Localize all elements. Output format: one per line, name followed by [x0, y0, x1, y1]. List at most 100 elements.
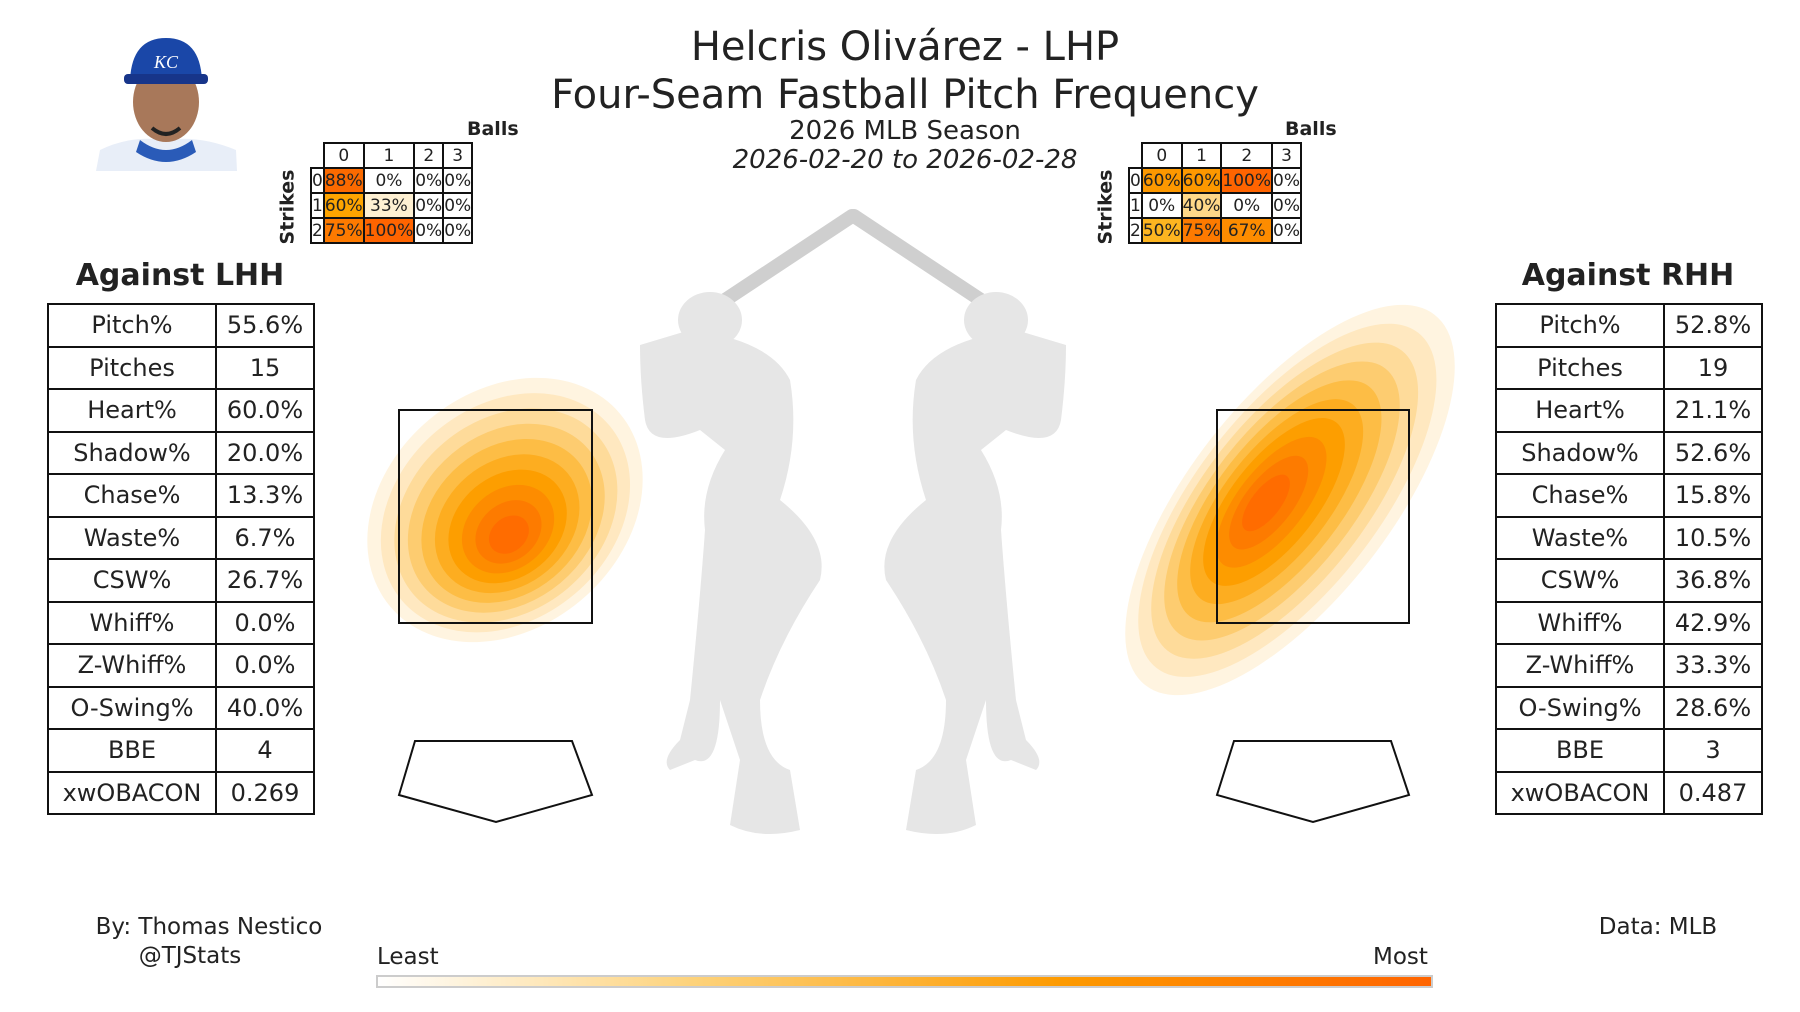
stat-label: BBE — [1495, 728, 1665, 773]
stat-label: Pitch% — [1495, 303, 1665, 348]
lhh-density-heatmap — [367, 377, 643, 643]
strikes-header: 2 — [1128, 217, 1143, 244]
density-contour — [488, 515, 529, 554]
stat-value: 52.6% — [1663, 430, 1763, 475]
stat-row: BBE 4 — [47, 728, 315, 773]
strikes-label: Strikes — [276, 169, 299, 245]
count-cell: 75% — [322, 217, 365, 244]
colorbar — [376, 975, 1433, 988]
density-contour — [1242, 474, 1290, 532]
count-cell: 0% — [1271, 167, 1303, 194]
stat-row: Waste% 10.5% — [1495, 515, 1763, 560]
stat-row: xwOBACON 0.487 — [1495, 770, 1763, 815]
left-batter-silhouette — [640, 209, 859, 834]
count-cell: 67% — [1220, 217, 1274, 244]
stat-value: 42.9% — [1663, 600, 1763, 645]
stat-label: O-Swing% — [1495, 685, 1665, 730]
strikes-header: 1 — [310, 192, 325, 219]
stat-row: Z-Whiff% 0.0% — [47, 643, 315, 688]
count-cell: 100% — [362, 217, 416, 244]
stat-label: Heart% — [47, 388, 217, 433]
stat-value: 55.6% — [215, 303, 315, 348]
colorbar-most-label: Most — [1373, 944, 1428, 970]
stat-row: BBE 3 — [1495, 728, 1763, 773]
count-cell: 60% — [1140, 167, 1183, 194]
count-cell: 0% — [413, 217, 445, 244]
stat-row: Chase% 15.8% — [1495, 473, 1763, 518]
logo-cap-text: KC — [153, 52, 179, 72]
count-cell: 0% — [362, 167, 416, 194]
rhh-title: Against RHH — [1521, 258, 1735, 293]
data-source: Data: MLB — [1598, 914, 1718, 940]
stat-row: O-Swing% 28.6% — [1495, 685, 1763, 730]
balls-label: Balls — [1285, 118, 1337, 140]
count-cell: 0% — [1220, 192, 1274, 219]
stat-value: 40.0% — [215, 685, 315, 730]
stat-label: Pitches — [47, 345, 217, 390]
stat-value: 26.7% — [215, 558, 315, 603]
stat-row: O-Swing% 40.0% — [47, 685, 315, 730]
stat-label: Shadow% — [47, 430, 217, 475]
stat-label: CSW% — [1495, 558, 1665, 603]
stat-value: 6.7% — [215, 515, 315, 560]
stat-value: 10.5% — [1663, 515, 1763, 560]
stat-label: O-Swing% — [47, 685, 217, 730]
stat-value: 4 — [215, 728, 315, 773]
stat-value: 15 — [215, 345, 315, 390]
stat-value: 52.8% — [1663, 303, 1763, 348]
stat-value: 0.269 — [215, 770, 315, 815]
stat-row: Z-Whiff% 33.3% — [1495, 643, 1763, 688]
rhh-strike-zone — [1216, 409, 1410, 624]
stat-value: 15.8% — [1663, 473, 1763, 518]
stat-row: Shadow% 52.6% — [1495, 430, 1763, 475]
date-range: 2026-02-20 to 2026-02-28 — [732, 145, 1078, 175]
lhh-stats-table: Pitch% 55.6% Pitches 15 Heart% 60.0% Shadow% 20… — [47, 303, 315, 815]
stat-label: Heart% — [1495, 388, 1665, 433]
stat-label: xwOBACON — [1495, 770, 1665, 815]
stat-label: Shadow% — [1495, 430, 1665, 475]
balls-header: 1 — [1180, 142, 1223, 169]
count-cell: 33% — [362, 192, 416, 219]
count-cell: 75% — [1180, 217, 1223, 244]
stat-value: 20.0% — [215, 430, 315, 475]
balls-header: 0 — [1140, 142, 1183, 169]
stat-row: Pitch% 55.6% — [47, 303, 315, 348]
stat-label: Whiff% — [47, 600, 217, 645]
stat-value: 0.0% — [215, 600, 315, 645]
count-cell: 0% — [1271, 192, 1303, 219]
stat-label: CSW% — [47, 558, 217, 603]
strikes-header: 1 — [1128, 192, 1143, 219]
stat-label: Chase% — [1495, 473, 1665, 518]
strikes-label: Strikes — [1094, 169, 1117, 245]
stat-row: Pitches 15 — [47, 345, 315, 390]
count-cell: 60% — [322, 192, 365, 219]
count-cell: 60% — [1180, 167, 1223, 194]
stat-row: Chase% 13.3% — [47, 473, 315, 518]
stat-row: CSW% 26.7% — [47, 558, 315, 603]
stat-label: Z-Whiff% — [47, 643, 217, 688]
count-cell: 0% — [442, 192, 474, 219]
stat-value: 0.487 — [1663, 770, 1763, 815]
season: 2026 MLB Season — [789, 116, 1021, 146]
stat-value: 13.3% — [215, 473, 315, 518]
stat-row: Pitch% 52.8% — [1495, 303, 1763, 348]
stat-label: BBE — [47, 728, 217, 773]
count-cell: 0% — [1140, 192, 1183, 219]
colorbar-least-label: Least — [377, 944, 439, 970]
balls-header: 3 — [1271, 142, 1303, 169]
stat-label: Chase% — [47, 473, 217, 518]
lhh-title: Against LHH — [75, 258, 285, 293]
stat-row: xwOBACON 0.269 — [47, 770, 315, 815]
stat-value: 28.6% — [1663, 685, 1763, 730]
rhh-stats-table: Pitch% 52.8% Pitches 19 Heart% 21.1% Shadow% 52… — [1495, 303, 1763, 815]
stat-row: Whiff% 0.0% — [47, 600, 315, 645]
strikes-header: 0 — [1128, 167, 1143, 194]
stat-value: 36.8% — [1663, 558, 1763, 603]
count-cell: 0% — [442, 167, 474, 194]
stat-label: xwOBACON — [47, 770, 217, 815]
stat-row: Shadow% 20.0% — [47, 430, 315, 475]
player-headshot: KC — [96, 38, 237, 171]
stat-value: 21.1% — [1663, 388, 1763, 433]
stat-row: Whiff% 42.9% — [1495, 600, 1763, 645]
